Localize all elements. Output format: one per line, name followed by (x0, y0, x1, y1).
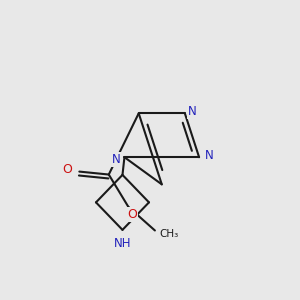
Text: NH: NH (114, 237, 131, 250)
Text: N: N (205, 149, 213, 162)
Text: O: O (128, 208, 137, 221)
Text: O: O (63, 163, 73, 176)
Text: N: N (188, 105, 197, 118)
Text: CH₃: CH₃ (159, 230, 178, 239)
Text: N: N (112, 153, 121, 166)
